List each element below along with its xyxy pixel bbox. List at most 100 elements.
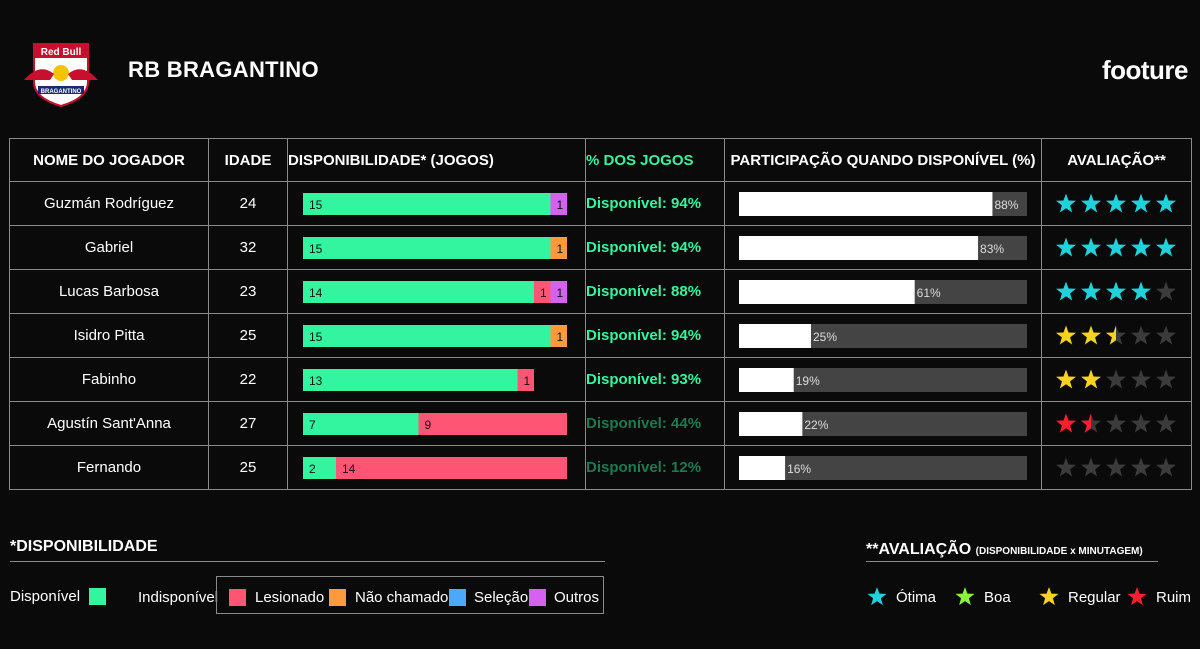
availability-segment-injured <box>336 457 567 479</box>
availability-bar: 14 1 1 <box>303 281 567 303</box>
player-name: Fabinho <box>9 357 209 402</box>
availability-cell: 15 1 <box>287 181 586 226</box>
participation-label: 16% <box>787 462 811 476</box>
availability-segment-available <box>303 281 534 303</box>
participation-bar: 83% <box>739 236 1027 260</box>
availability-segment-label: 15 <box>309 330 323 344</box>
star-icon <box>1056 237 1076 257</box>
legend-selection-swatch <box>449 589 466 606</box>
availability-segment-available <box>303 193 551 215</box>
legend-injured-swatch <box>229 589 246 606</box>
availability-segment-available <box>303 325 551 347</box>
participation-bar: 88% <box>739 192 1027 216</box>
availability-cell: 13 1 <box>287 357 586 402</box>
legend-not-called-label: Não chamado <box>355 589 449 606</box>
participation-bar: 25% <box>739 324 1027 348</box>
star-icon <box>1081 457 1101 477</box>
rating-stars <box>1056 413 1176 433</box>
availability-segment-not-called <box>550 237 567 259</box>
player-name: Isidro Pitta <box>9 313 209 358</box>
header-name: NOME DO JOGADOR <box>9 138 209 182</box>
rating-cell <box>1041 225 1192 270</box>
header-pct: % DOS JOGOS <box>585 138 725 182</box>
legend-rating-label: Regular <box>1068 588 1121 606</box>
legend-rating-boa: Boa <box>954 586 1011 608</box>
players-table: NOME DO JOGADOR IDADE DISPONIBILIDADE* (… <box>9 138 1192 490</box>
availability-bar: 15 1 <box>303 193 567 215</box>
availability-segment-label: 2 <box>309 462 316 476</box>
availability-segment-others <box>550 193 567 215</box>
star-icon <box>1156 413 1176 433</box>
participation-fill <box>739 368 794 392</box>
star-icon <box>1106 369 1126 389</box>
pct-games: Disponível: 44% <box>585 401 725 446</box>
participation-cell: 16% <box>724 445 1042 490</box>
star-half-icon <box>1081 413 1091 433</box>
legend-star-icon <box>1127 587 1147 606</box>
rating-stars <box>1056 281 1176 301</box>
availability-segment-available <box>303 413 419 435</box>
legend-rating-label: Boa <box>984 588 1011 606</box>
header-participation: PARTICIPAÇÃO QUANDO DISPONÍVEL (%) <box>724 138 1042 182</box>
team-title: RB BRAGANTINO <box>128 57 319 82</box>
availability-cell: 15 1 <box>287 225 586 270</box>
player-age: 27 <box>208 401 288 446</box>
legend-divider <box>10 561 605 562</box>
legend-available-swatch <box>89 588 107 605</box>
legend-not-called-swatch <box>329 589 346 606</box>
legend-others-label: Outros <box>554 589 600 606</box>
star-icon <box>1081 325 1101 345</box>
participation-bar: 19% <box>739 368 1027 392</box>
legend-rating-otima: Ótima <box>866 586 936 608</box>
legend-unavailable-label: Indisponível <box>138 589 219 606</box>
player-age: 25 <box>208 445 288 490</box>
star-icon <box>1156 457 1176 477</box>
participation-label: 83% <box>980 242 1004 256</box>
availability-cell: 14 1 1 <box>287 269 586 314</box>
availability-segment-not-called <box>550 325 567 347</box>
participation-fill <box>739 412 803 436</box>
pct-games: Disponível: 94% <box>585 181 725 226</box>
table-row: Fernando 25 2 14 Disponível: 12% 16% <box>9 445 1192 490</box>
player-age: 23 <box>208 269 288 314</box>
star-icon <box>1081 281 1101 301</box>
legend-star-icon <box>955 587 975 606</box>
legend-rating-subtitle: (DISPONIBILIDADE x MINUTAGEM) <box>975 546 1143 557</box>
pct-games: Disponível: 94% <box>585 225 725 270</box>
availability-segment-others <box>550 281 567 303</box>
header-rating: AVALIAÇÃO** <box>1041 138 1192 182</box>
availability-segment-label: 1 <box>557 242 564 256</box>
player-name: Lucas Barbosa <box>9 269 209 314</box>
star-icon <box>1056 369 1076 389</box>
availability-segment-available <box>303 457 336 479</box>
team-logo: Red Bull BRAGANTINO <box>24 43 98 108</box>
star-icon <box>1056 281 1076 301</box>
participation-label: 61% <box>917 286 941 300</box>
availability-segment-label: 9 <box>425 418 432 432</box>
star-icon <box>1131 457 1151 477</box>
legend-star-icon <box>1039 587 1059 606</box>
table-row: Gabriel 32 15 1 Disponível: 94% 83% <box>9 225 1192 270</box>
availability-segment-label: 15 <box>309 242 323 256</box>
participation-bar: 61% <box>739 280 1027 304</box>
star-icon <box>1156 281 1176 301</box>
availability-bar: 15 1 <box>303 237 567 259</box>
participation-fill <box>739 192 993 216</box>
rating-stars <box>1056 457 1176 477</box>
table-row: Fabinho 22 13 1 Disponível: 93% 19% <box>9 357 1192 402</box>
legend-rating-ruim: Ruim <box>1126 586 1191 608</box>
table-header-row: NOME DO JOGADOR IDADE DISPONIBILIDADE* (… <box>9 138 1192 182</box>
participation-cell: 61% <box>724 269 1042 314</box>
participation-bar: 22% <box>739 412 1027 436</box>
star-icon <box>1056 413 1076 433</box>
legend-availability-title: *DISPONIBILIDADE <box>10 538 158 555</box>
participation-label: 19% <box>796 374 820 388</box>
participation-cell: 22% <box>724 401 1042 446</box>
participation-fill <box>739 324 811 348</box>
availability-segment-label: 14 <box>309 286 323 300</box>
legend-selection-label: Seleção <box>474 589 529 606</box>
legend-rating-title: **AVALIAÇÃO <box>866 541 972 558</box>
star-icon <box>1106 457 1126 477</box>
pct-games: Disponível: 12% <box>585 445 725 490</box>
